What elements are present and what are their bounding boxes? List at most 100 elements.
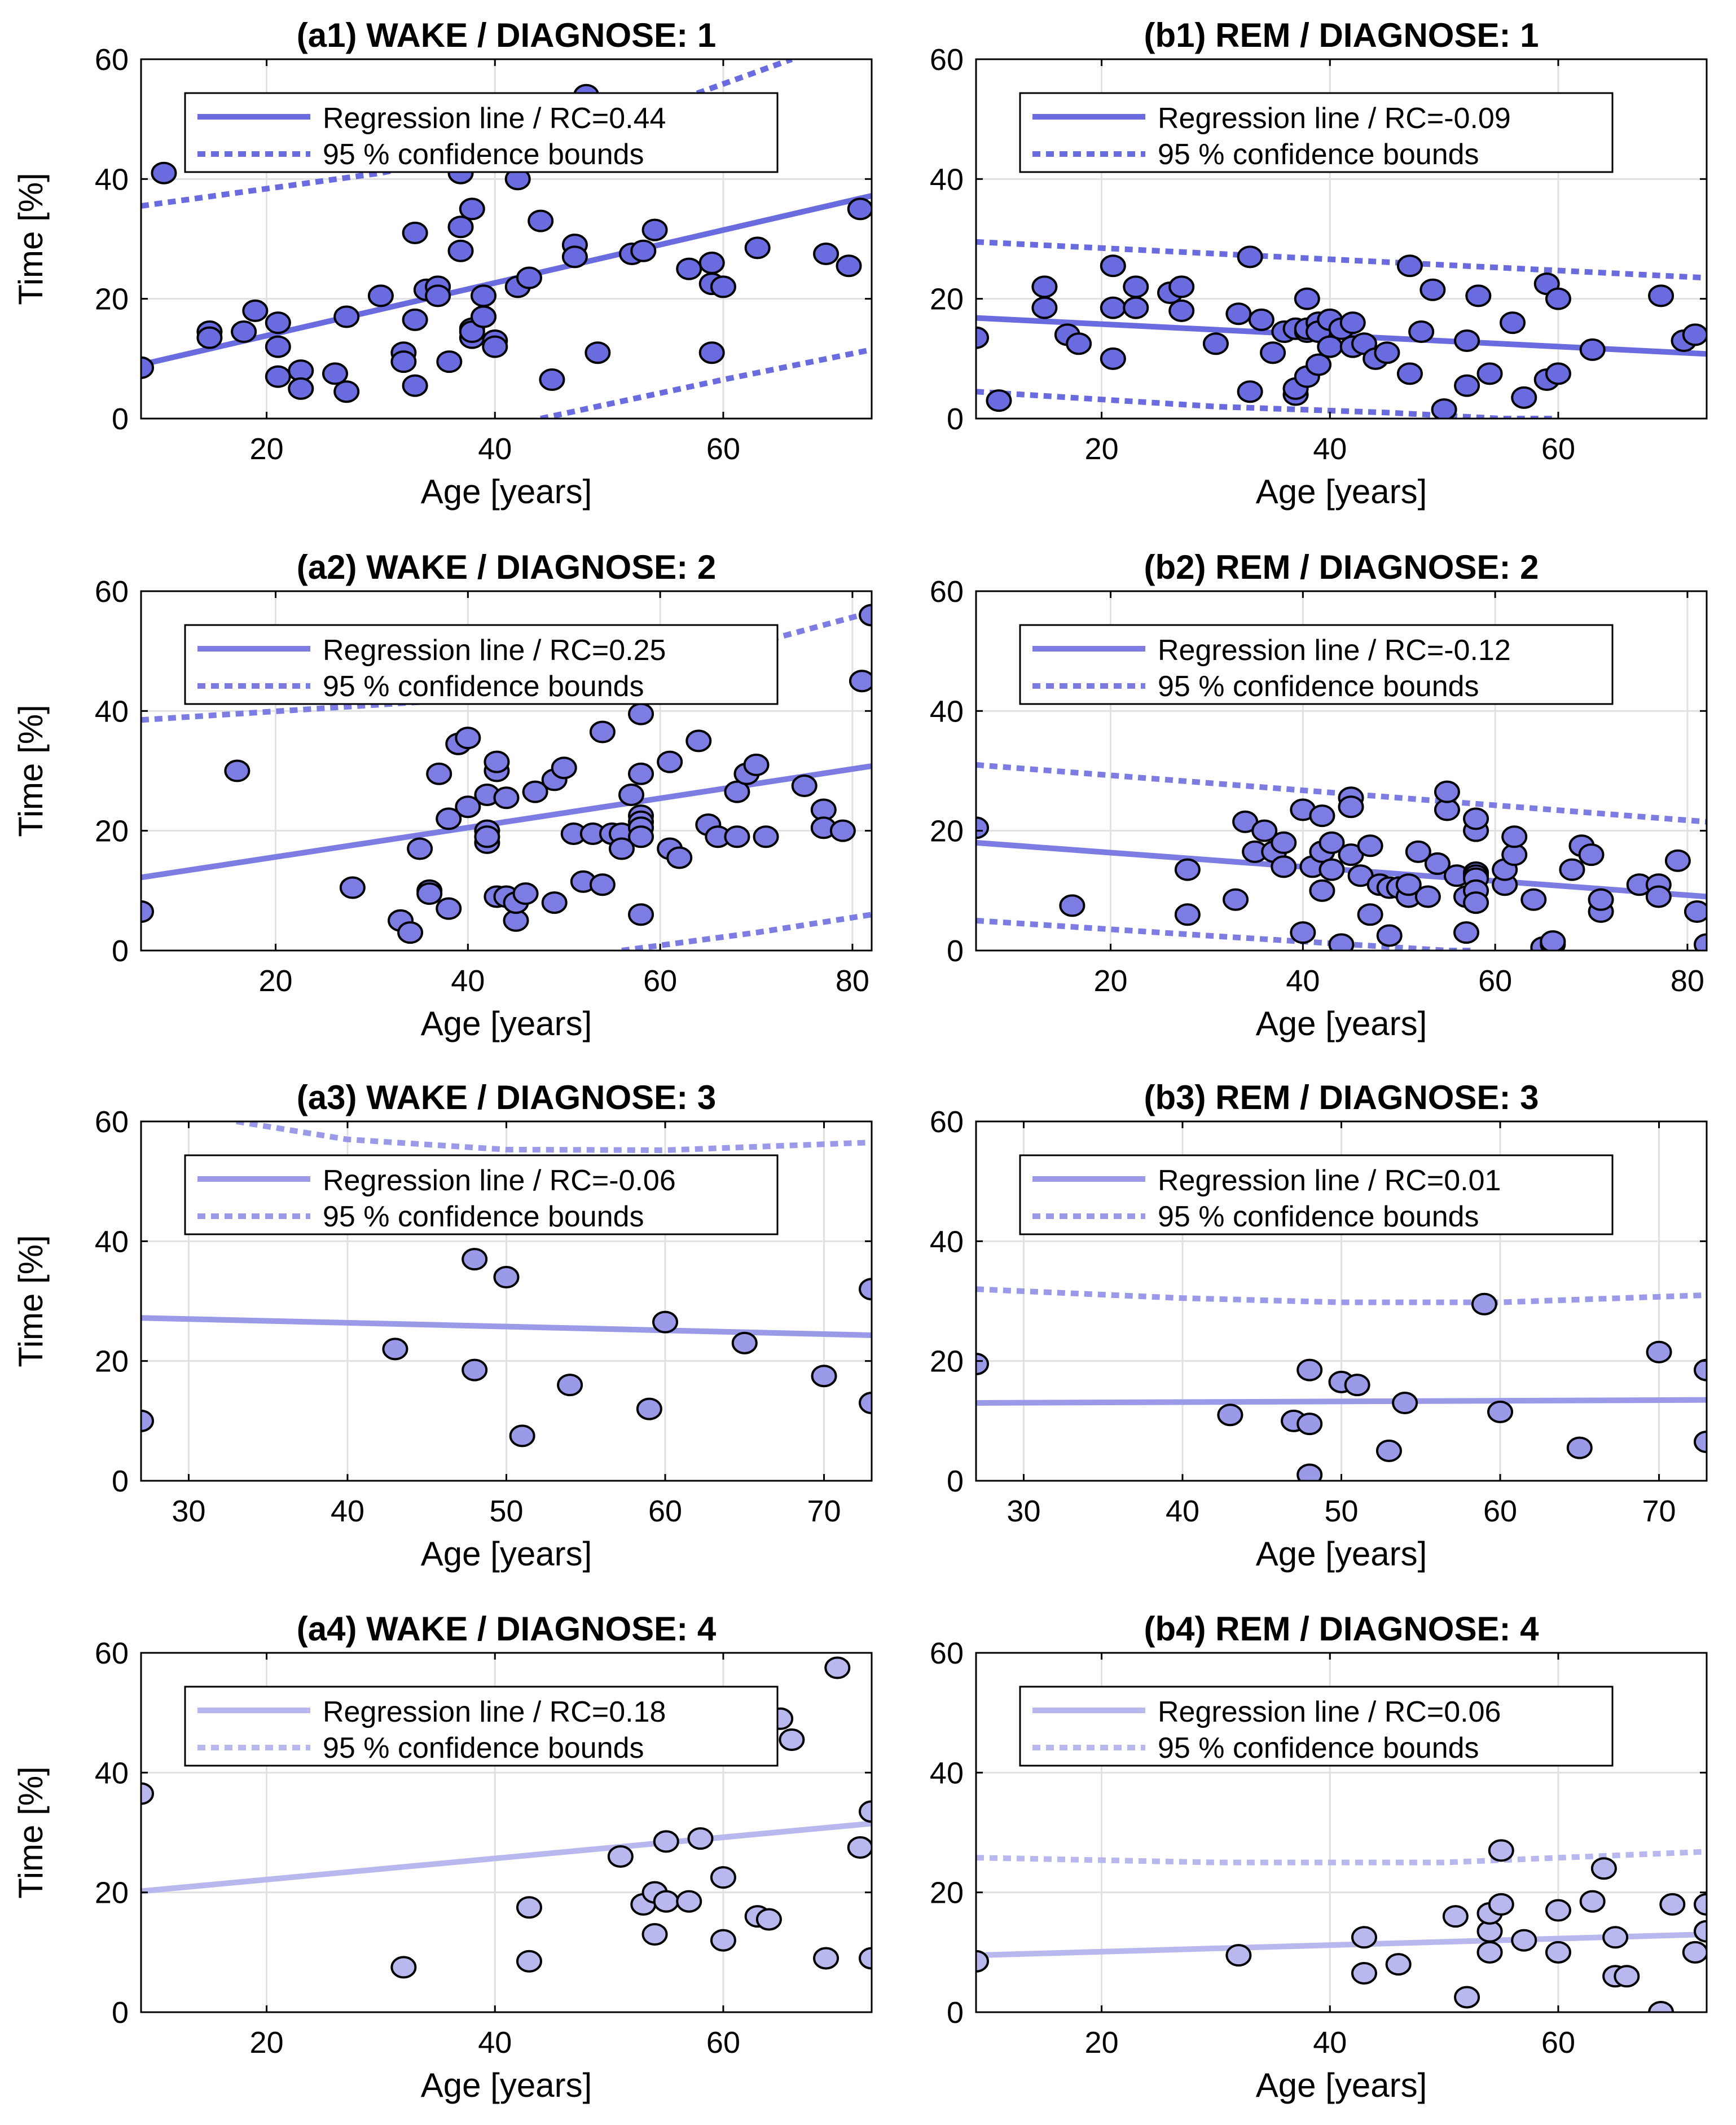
data-point: [1487, 1400, 1514, 1423]
x-axis-label: Age [years]: [421, 2066, 592, 2104]
x-tick-label: 40: [451, 964, 485, 998]
y-tick-label: 40: [95, 162, 129, 196]
y-tick-label: 0: [112, 1464, 129, 1498]
x-tick-label: 20: [250, 432, 284, 466]
x-tick-label: 70: [1642, 1494, 1676, 1528]
data-layer: [141, 1121, 872, 1448]
y-tick-label: 60: [95, 43, 129, 77]
data-point: [1463, 807, 1489, 830]
data-point: [628, 702, 654, 725]
data-point: [1694, 1358, 1707, 1382]
data-point: [710, 1929, 736, 1952]
data-point: [455, 727, 481, 750]
data-point: [676, 1890, 702, 1913]
axes-frame: [975, 58, 1708, 420]
data-point: [493, 786, 520, 809]
data-point: [1202, 332, 1229, 355]
subplot-4: 20 40 60 80 0 20 40 60 (b2) REM / DIAGNOSE: 2 Age…: [930, 548, 1708, 1042]
y-tick-label: 40: [930, 162, 964, 196]
data-point: [859, 604, 872, 627]
data-point: [1290, 921, 1316, 944]
x-tick-label: 40: [331, 1494, 364, 1528]
data-point: [242, 299, 269, 322]
y-tick-label: 60: [930, 1105, 964, 1139]
data-point: [1454, 329, 1480, 352]
y-tick-label: 0: [112, 934, 129, 968]
x-axis-label: Age [years]: [421, 1535, 592, 1573]
data-point: [1648, 284, 1675, 307]
data-point: [288, 377, 314, 400]
data-point: [791, 775, 818, 798]
regression-line: [976, 1397, 1707, 1406]
legend-entry-regression: Regression line / RC=-0.09: [1158, 102, 1511, 135]
y-tick-label: 60: [930, 575, 964, 609]
data-point: [666, 846, 693, 869]
x-tick-label: 80: [1671, 964, 1704, 998]
data-point: [653, 1830, 679, 1853]
data-point: [607, 1845, 634, 1868]
data-point: [484, 750, 510, 773]
data-point: [1454, 374, 1480, 397]
data-point: [516, 1950, 542, 1973]
data-point: [1237, 380, 1263, 403]
data-point: [1588, 888, 1614, 911]
y-tick-label: 40: [95, 694, 129, 728]
axes-frame: [140, 1652, 873, 2013]
data-point: [1579, 338, 1606, 361]
x-tick-label: 60: [1541, 432, 1575, 466]
y-axis-label: Time [%]: [12, 173, 50, 305]
data-point: [512, 882, 539, 905]
data-point: [1296, 1463, 1323, 1481]
data-point: [1376, 924, 1403, 947]
x-tick-label: 60: [706, 432, 740, 466]
axes-frame: [140, 590, 873, 952]
data-point: [1328, 933, 1355, 951]
data-point: [1225, 1944, 1252, 1967]
subplot-7: 20 40 60 0 20 40 60 (a4) WAKE / DIAGNOSE: 4 Age …: [12, 1610, 873, 2104]
upper-confidence-bound: [976, 1849, 1707, 1866]
data-point: [589, 873, 616, 896]
data-point: [1168, 275, 1195, 298]
subplot-8: 20 40 60 0 20 40 60 (b4) REM / DIAGNOSE: 4 Age […: [930, 1610, 1708, 2104]
y-tick-label: 60: [930, 1636, 964, 1670]
x-axis-label: Age [years]: [1256, 1005, 1427, 1042]
data-point: [743, 753, 770, 776]
data-point: [447, 215, 474, 239]
regression-line: [141, 1820, 872, 1894]
data-point: [847, 197, 872, 221]
subplot-title: (a3) WAKE / DIAGNOSE: 3: [297, 1079, 716, 1116]
lower-confidence-bound: [976, 389, 1558, 419]
x-tick-label: 50: [489, 1494, 523, 1528]
legend-box: [1019, 1686, 1614, 1767]
data-point: [1396, 362, 1423, 385]
data-point: [471, 305, 497, 328]
x-tick-label: 20: [1094, 964, 1128, 998]
legend-entry-confidence: 95 % confidence bounds: [323, 1732, 644, 1765]
y-tick-label: 40: [930, 1756, 964, 1790]
data-point: [1682, 323, 1707, 346]
data-point: [1339, 311, 1366, 335]
data-point: [1059, 894, 1085, 917]
data-point: [1309, 879, 1335, 902]
data-point: [1217, 1404, 1243, 1427]
data-point: [589, 720, 616, 743]
lower-confidence-bound: [540, 347, 872, 419]
data-point: [1694, 1430, 1707, 1453]
data-point: [1511, 1929, 1537, 1952]
legend-box: [1019, 92, 1614, 173]
data-point: [333, 305, 360, 328]
data-point: [652, 1310, 679, 1334]
x-axis-label: Age [years]: [421, 1005, 592, 1042]
regression-line: [976, 1931, 1707, 1959]
data-layer: [976, 1286, 1707, 1481]
legend-box: [184, 1154, 779, 1235]
data-point: [1174, 903, 1201, 926]
data-point: [710, 1866, 736, 1889]
data-point: [1545, 1899, 1571, 1922]
y-tick-label: 40: [930, 694, 964, 728]
data-point: [753, 825, 779, 848]
subplot-title: (a2) WAKE / DIAGNOSE: 2: [297, 548, 716, 586]
data-point: [390, 1956, 417, 1979]
data-point: [471, 284, 497, 307]
